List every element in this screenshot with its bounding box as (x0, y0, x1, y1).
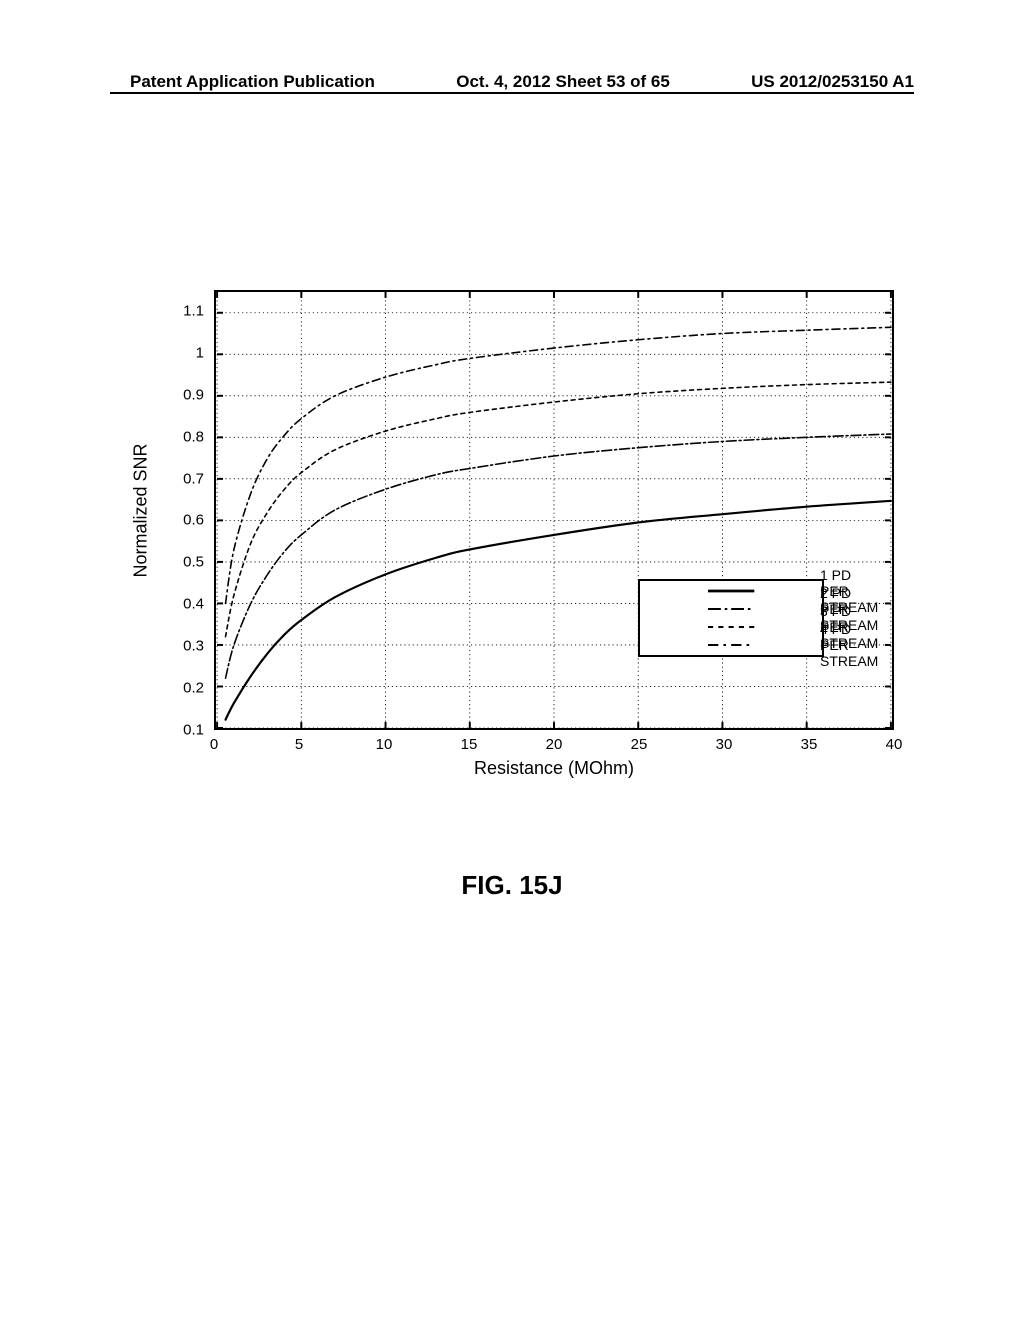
x-tick-label: 10 (376, 736, 393, 753)
x-tick-label: 35 (801, 736, 818, 753)
y-tick-label: 0.4 (158, 596, 204, 613)
y-tick-label: 0.7 (158, 470, 204, 487)
y-tick-label: 0.9 (158, 386, 204, 403)
y-tick-label: 0.2 (158, 680, 204, 697)
y-tick-label: 0.8 (158, 428, 204, 445)
plot-svg (216, 292, 892, 728)
x-tick-labels: 0510152025303540 (214, 736, 894, 756)
y-tick-label: 1 (158, 344, 204, 361)
legend-line-icon (644, 618, 818, 636)
y-axis-label: Normalized SNR (130, 290, 152, 730)
legend: 1 PD PER STREAM2 PD PER STREAM3 PD PER S… (638, 579, 824, 657)
legend-row: 1 PD PER STREAM (644, 582, 818, 600)
x-tick-label: 20 (546, 736, 563, 753)
x-tick-label: 30 (716, 736, 733, 753)
plot-area: 1 PD PER STREAM2 PD PER STREAM3 PD PER S… (214, 290, 894, 730)
header-left: Patent Application Publication (130, 72, 375, 92)
x-tick-label: 5 (295, 736, 303, 753)
legend-line-icon (644, 582, 818, 600)
legend-row: 2 PD PER STREAM (644, 600, 818, 618)
legend-row: 3 PD PER STREAM (644, 618, 818, 636)
legend-row: 4 PD PER STREAM (644, 636, 818, 654)
y-tick-label: 1.1 (158, 302, 204, 319)
y-tick-labels: 0.10.20.30.40.50.60.70.80.911.1 (158, 290, 208, 730)
y-tick-label: 0.6 (158, 512, 204, 529)
legend-label: 4 PD PER STREAM (820, 621, 878, 669)
header-rule (110, 92, 914, 94)
x-tick-label: 15 (461, 736, 478, 753)
x-tick-label: 0 (210, 736, 218, 753)
legend-line-icon (644, 636, 818, 654)
header-center: Oct. 4, 2012 Sheet 53 of 65 (456, 72, 670, 92)
legend-line-icon (644, 600, 818, 618)
header-right: US 2012/0253150 A1 (751, 72, 914, 92)
page-header: Patent Application Publication Oct. 4, 2… (0, 72, 1024, 92)
x-axis-label: Resistance (MOhm) (214, 758, 894, 779)
y-tick-label: 0.3 (158, 638, 204, 655)
y-tick-label: 0.1 (158, 722, 204, 739)
figure-caption: FIG. 15J (0, 870, 1024, 901)
snr-chart: Normalized SNR 0.1 0.2 0.3 0.4 0.5 0.6 0.7 0.8 0… (130, 290, 894, 790)
x-tick-label: 40 (886, 736, 903, 753)
y-tick-label: 0.5 (158, 554, 204, 571)
x-tick-label: 25 (631, 736, 648, 753)
